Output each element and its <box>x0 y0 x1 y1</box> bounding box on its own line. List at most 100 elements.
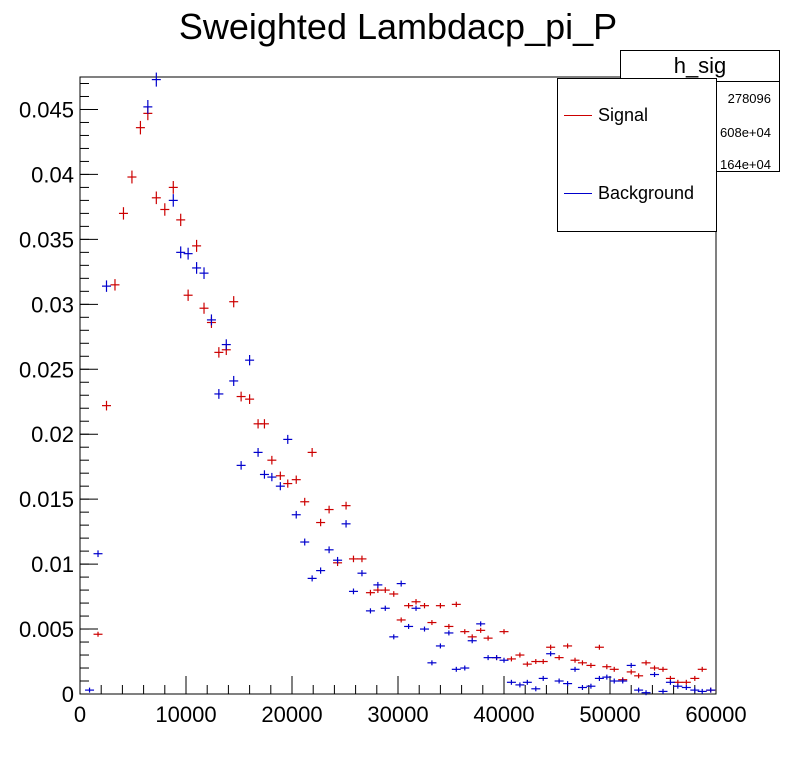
data-point <box>515 652 525 658</box>
data-point <box>483 635 493 641</box>
data-point <box>206 314 216 326</box>
data-point <box>110 279 120 291</box>
data-point <box>522 679 532 685</box>
data-point <box>236 391 246 402</box>
data-point <box>594 644 604 650</box>
data-point <box>531 686 541 692</box>
data-point <box>427 620 437 626</box>
data-point <box>245 394 255 405</box>
data-point <box>697 666 707 672</box>
data-point <box>118 207 128 220</box>
x-axis: 0 10000 20000 30000 40000 50000 60000 <box>74 676 747 727</box>
data-point <box>444 630 454 636</box>
y-tick-label: 0 <box>62 682 74 707</box>
data-point <box>411 599 421 605</box>
data-point <box>396 580 406 587</box>
x-tick-label: 30000 <box>367 702 428 727</box>
data-point <box>160 203 170 216</box>
data-point <box>245 354 255 366</box>
data-point <box>570 657 580 663</box>
data-point <box>316 567 326 574</box>
data-point <box>341 501 351 510</box>
y-tick-label: 0.015 <box>19 487 74 512</box>
data-point <box>546 644 556 650</box>
data-point <box>681 679 691 685</box>
data-point <box>427 660 437 666</box>
data-point <box>697 688 707 694</box>
legend: Signal Background <box>557 78 717 232</box>
data-point <box>673 683 683 689</box>
y-tick-label: 0.035 <box>19 227 74 252</box>
data-point <box>373 581 383 588</box>
data-point <box>389 591 399 597</box>
data-point <box>365 608 375 614</box>
legend-label-background: Background <box>598 182 695 203</box>
data-point <box>420 626 429 632</box>
data-point <box>460 665 470 671</box>
data-point <box>554 678 564 684</box>
data-point <box>554 655 564 661</box>
x-tick-label: 20000 <box>261 702 322 727</box>
data-point <box>586 683 596 689</box>
data-point <box>380 605 390 611</box>
x-tick-label: 40000 <box>473 702 534 727</box>
data-point <box>435 603 445 609</box>
data-point <box>333 556 343 564</box>
data-point <box>259 419 269 429</box>
data-point <box>348 588 358 595</box>
data-point <box>609 666 619 672</box>
data-point <box>411 605 421 611</box>
legend-entry-signal: Signal <box>564 105 648 125</box>
data-point <box>229 375 239 386</box>
data-point <box>324 505 334 514</box>
data-point <box>192 239 202 252</box>
data-point <box>451 666 461 672</box>
data-point <box>650 665 660 671</box>
data-point <box>594 675 604 681</box>
y-tick-label: 0.025 <box>19 357 74 382</box>
data-point <box>135 120 145 135</box>
data-point <box>586 662 596 668</box>
data-point <box>658 666 668 672</box>
data-point <box>221 339 231 350</box>
data-point <box>690 687 700 693</box>
data-point <box>396 617 406 623</box>
data-point <box>283 434 293 444</box>
x-tick-label: 50000 <box>579 702 640 727</box>
data-point <box>300 538 310 546</box>
y-tick-label: 0.045 <box>19 97 74 122</box>
data-point <box>357 555 367 563</box>
data-point <box>476 621 486 627</box>
data-point <box>483 655 493 661</box>
data-point <box>444 623 454 629</box>
data-point <box>634 687 644 693</box>
data-point <box>546 651 556 657</box>
data-point <box>380 587 390 593</box>
data-point <box>365 589 375 596</box>
data-point <box>143 100 153 114</box>
data-point <box>291 475 301 484</box>
data-point <box>192 262 202 274</box>
stats-box-row: 278096 <box>727 91 771 106</box>
data-point <box>151 72 161 87</box>
x-tick-label: 10000 <box>155 702 216 727</box>
series-layer <box>85 72 716 696</box>
y-tick-label: 0.01 <box>31 552 74 577</box>
data-point <box>499 657 509 663</box>
data-point <box>283 479 293 488</box>
data-point <box>229 296 239 308</box>
data-point <box>563 643 573 649</box>
data-point <box>348 555 358 563</box>
legend-swatch-signal <box>564 114 592 116</box>
data-point <box>650 672 660 678</box>
data-point <box>183 289 193 301</box>
data-point <box>577 660 587 666</box>
data-point <box>259 470 269 479</box>
data-point <box>626 669 636 675</box>
data-point <box>93 631 103 637</box>
legend-swatch-background <box>564 192 592 194</box>
y-tick-label: 0.02 <box>31 422 74 447</box>
data-point <box>236 461 246 470</box>
data-point <box>199 302 209 314</box>
